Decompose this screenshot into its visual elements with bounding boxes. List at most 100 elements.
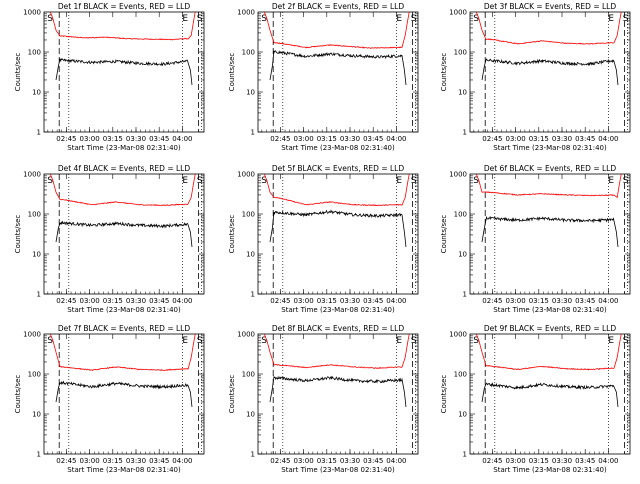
x-tick-label: 03:00: [80, 297, 100, 305]
detector-plot-5: Det 5f BLACK = Events, RED = LLD 1 10 100 10…: [228, 164, 419, 314]
marker-label: E: [608, 176, 614, 186]
x-axis-label: Start Time (23-Mar-08 02:31:40): [67, 306, 181, 314]
y-tick-label: 1: [37, 451, 41, 459]
x-tick-label: 04:00: [598, 297, 618, 305]
y-tick-label: 100: [454, 49, 467, 57]
y-axis-label: Counts/sec: [228, 53, 236, 92]
x-tick-label: 02:45: [270, 135, 290, 143]
detector-plot-8: Det 8f BLACK = Events, RED = LLD 1 10 100 10…: [228, 324, 419, 474]
x-tick-label: 03:45: [149, 297, 169, 305]
marker-label: S: [261, 336, 267, 346]
detector-plot-1: Det 1f BLACK = Events, RED = LLD 1 10 100 10…: [14, 2, 205, 152]
y-tick-label: 1: [37, 129, 41, 137]
plot-frame: [43, 11, 205, 133]
plot-title: Det 2f BLACK = Events, RED = LLD: [272, 2, 405, 11]
y-tick-label: 1000: [237, 331, 255, 339]
detector-plot-2: Det 2f BLACK = Events, RED = LLD 1 10 100 10…: [228, 2, 419, 152]
x-axis-label: Start Time (23-Mar-08 02:31:40): [281, 466, 395, 474]
y-tick-label: 1000: [23, 331, 41, 339]
marker-label: S: [197, 14, 203, 24]
x-axis-label: Start Time (23-Mar-08 02:31:40): [493, 306, 607, 314]
y-tick-label: 1: [251, 129, 255, 137]
x-tick-label: 03:45: [575, 297, 595, 305]
y-tick-label: 100: [28, 211, 41, 219]
events-series-line: [269, 50, 407, 86]
lld-series-line: [50, 334, 196, 372]
marker-label: S: [473, 336, 479, 346]
x-tick-label: 03:00: [506, 135, 526, 143]
y-tick-label: 10: [246, 89, 255, 97]
x-axis-label: Start Time (23-Mar-08 02:31:40): [281, 144, 395, 152]
y-tick-label: 10: [458, 411, 467, 419]
events-series-line: [269, 209, 407, 248]
plot-title: Det 1f BLACK = Events, RED = LLD: [58, 2, 191, 11]
x-tick-label: 03:15: [103, 457, 123, 465]
y-tick-label: 1: [463, 291, 467, 299]
x-tick-label: 04:00: [172, 457, 192, 465]
plot-frame: [469, 11, 631, 133]
plot-frame: [469, 333, 631, 455]
y-axis-label: Counts/sec: [440, 215, 448, 254]
y-tick-label: 1000: [23, 171, 41, 179]
x-tick-label: 03:15: [529, 135, 549, 143]
x-tick-label: 03:30: [126, 135, 146, 143]
marker-label: E: [608, 14, 614, 24]
x-tick-label: 03:30: [340, 297, 360, 305]
x-tick-label: 03:15: [103, 135, 123, 143]
lld-series-line: [50, 174, 196, 207]
marker-label: S: [473, 176, 479, 186]
lld-series-line: [476, 174, 622, 199]
y-tick-label: 10: [246, 251, 255, 259]
plot-title: Det 3f BLACK = Events, RED = LLD: [484, 2, 617, 11]
plot-title: Det 9f BLACK = Events, RED = LLD: [484, 324, 617, 333]
marker-label: S: [261, 176, 267, 186]
y-axis-label: Counts/sec: [14, 375, 22, 414]
y-tick-label: 1000: [237, 171, 255, 179]
x-tick-label: 03:00: [294, 457, 314, 465]
x-tick-label: 03:15: [529, 297, 549, 305]
marker-label: E: [608, 336, 614, 346]
x-tick-label: 02:45: [482, 457, 502, 465]
x-tick-label: 03:45: [149, 457, 169, 465]
x-tick-label: 03:45: [575, 457, 595, 465]
y-axis-label: Counts/sec: [228, 215, 236, 254]
x-axis-label: Start Time (23-Mar-08 02:31:40): [67, 144, 181, 152]
x-tick-label: 04:00: [598, 135, 618, 143]
plot-frame: [257, 333, 419, 455]
x-tick-label: 03:45: [363, 297, 383, 305]
x-tick-label: 02:45: [270, 297, 290, 305]
plot-frame: [257, 11, 419, 133]
y-tick-label: 10: [458, 251, 467, 259]
marker-label: S: [623, 336, 629, 346]
x-tick-label: 02:45: [56, 457, 76, 465]
y-tick-label: 100: [454, 211, 467, 219]
x-tick-label: 03:30: [552, 135, 572, 143]
x-tick-label: 02:45: [56, 135, 76, 143]
marker-label: S: [623, 176, 629, 186]
lld-series-line: [476, 12, 622, 45]
y-tick-label: 100: [28, 49, 41, 57]
x-tick-label: 03:30: [552, 297, 572, 305]
x-tick-label: 04:00: [172, 135, 192, 143]
x-tick-label: 04:00: [172, 297, 192, 305]
lld-series-line: [264, 12, 410, 49]
y-tick-label: 10: [246, 411, 255, 419]
x-tick-label: 03:00: [80, 135, 100, 143]
marker-label: S: [197, 176, 203, 186]
y-axis-label: Counts/sec: [228, 375, 236, 414]
detector-plot-4: Det 4f BLACK = Events, RED = LLD 1 10 100 10…: [14, 164, 205, 314]
x-tick-label: 03:45: [363, 457, 383, 465]
y-tick-label: 10: [458, 89, 467, 97]
x-tick-label: 03:00: [294, 135, 314, 143]
x-tick-label: 03:15: [317, 457, 337, 465]
x-tick-label: 03:30: [126, 457, 146, 465]
x-tick-label: 03:15: [317, 297, 337, 305]
y-tick-label: 100: [28, 371, 41, 379]
x-tick-label: 04:00: [386, 135, 406, 143]
plot-title: Det 7f BLACK = Events, RED = LLD: [58, 324, 191, 333]
events-series-line: [269, 375, 407, 408]
y-tick-label: 1000: [449, 171, 467, 179]
x-axis-label: Start Time (23-Mar-08 02:31:40): [493, 144, 607, 152]
marker-label: S: [411, 14, 417, 24]
y-axis-label: Counts/sec: [14, 53, 22, 92]
